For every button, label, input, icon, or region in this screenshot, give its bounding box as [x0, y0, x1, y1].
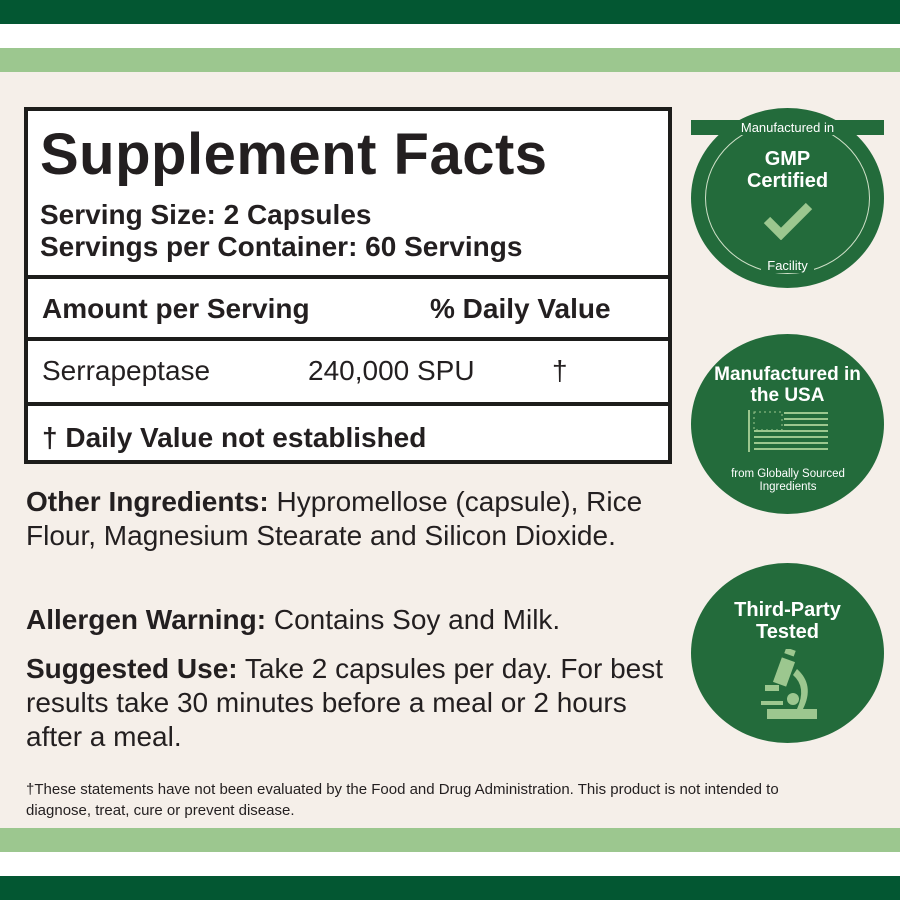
supplement-facts-panel: Supplement Facts Serving Size: 2 Capsule…	[24, 107, 672, 464]
header-amount: Amount per Serving	[42, 293, 310, 324]
serving-size: Serving Size: 2 Capsules	[40, 199, 372, 230]
badge-bottom-text: Facility	[761, 258, 814, 273]
suggested-use-label: Suggested Use:	[26, 653, 238, 684]
bottom-white-band	[0, 852, 900, 876]
badge-title: Third-Party Tested	[734, 599, 841, 643]
checkmark-icon	[763, 202, 813, 240]
header-daily-value: % Daily Value	[430, 293, 611, 324]
facts-header: Supplement Facts Serving Size: 2 Capsule…	[28, 111, 668, 279]
gmp-badge: Manufactured in GMP Certified Facility	[691, 108, 884, 288]
badge-subtitle: from Globally Sourced Ingredients	[731, 468, 845, 493]
dv-footnote: † Daily Value not established	[42, 422, 427, 453]
other-ingredients: Other Ingredients: Hypromellose (capsule…	[26, 485, 676, 553]
servings-per-container: Servings per Container: 60 Servings	[40, 231, 523, 262]
allergen-warning: Allergen Warning: Contains Soy and Milk.	[26, 603, 686, 637]
third-party-badge: Third-Party Tested	[691, 563, 884, 743]
badge-title: Manufactured in the USA	[714, 364, 861, 406]
allergen-label: Allergen Warning:	[26, 604, 267, 635]
table-row: Serrapeptase 240,000 SPU †	[28, 341, 668, 406]
column-headers: Amount per Serving % Daily Value	[28, 279, 668, 341]
facts-title: Supplement Facts	[40, 122, 548, 187]
fda-disclaimer: †These statements have not been evaluate…	[26, 781, 779, 819]
suggested-use: Suggested Use: Take 2 capsules per day. …	[26, 652, 676, 754]
suggested-use-text: Take 2 capsules per day. For best result…	[26, 653, 664, 752]
bottom-dark-band	[0, 876, 900, 900]
other-ingredients-label: Other Ingredients:	[26, 486, 269, 517]
allergen-text: Contains Soy and Milk.	[266, 604, 561, 635]
other-ingredients-text: Hypromellose (capsule), Rice Flour, Magn…	[26, 486, 643, 551]
microscope-icon	[761, 649, 817, 719]
usa-badge: Manufactured in the USA from Globally So…	[691, 334, 884, 514]
bottom-light-band	[0, 828, 900, 852]
top-dark-band	[0, 0, 900, 24]
top-light-band	[0, 48, 900, 72]
ingredient-name: Serrapeptase	[42, 355, 211, 386]
ingredient-amount: 240,000 SPU	[308, 355, 475, 386]
badge-top-text: Manufactured in	[740, 120, 835, 135]
us-flag-icon	[748, 410, 828, 452]
ingredient-dv: †	[552, 355, 568, 386]
badge-title: GMP Certified	[746, 148, 829, 192]
top-white-band	[0, 24, 900, 48]
